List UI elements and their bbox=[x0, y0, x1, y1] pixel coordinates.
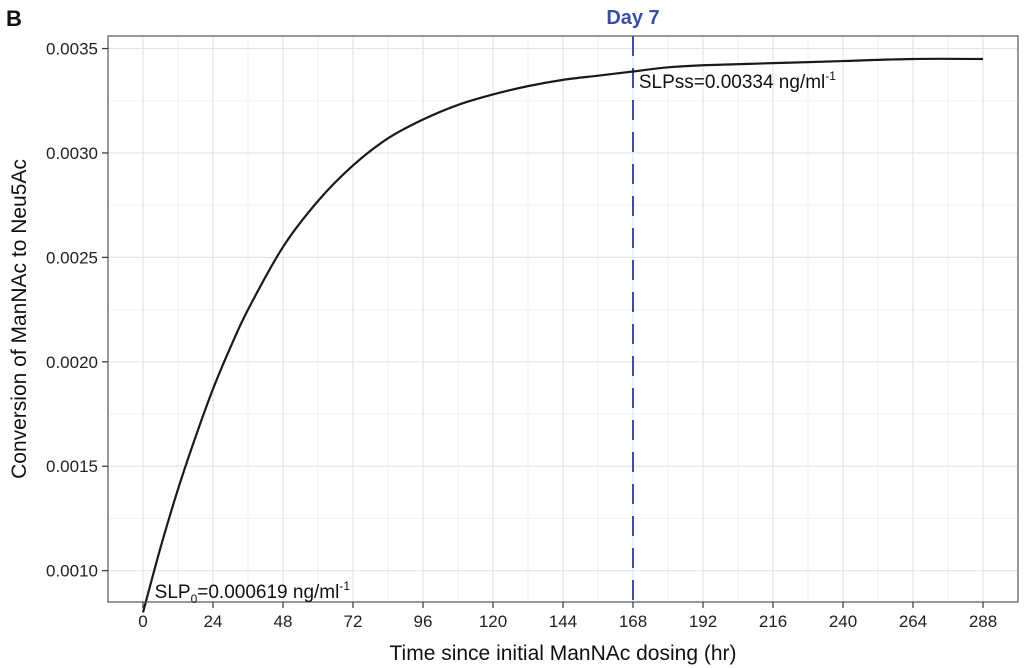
reference-line-label: Day 7 bbox=[606, 7, 659, 29]
y-tick-label: 0.0025 bbox=[46, 248, 98, 267]
x-tick-label: 288 bbox=[969, 612, 997, 631]
x-tick-label: 96 bbox=[414, 612, 433, 631]
annotation-slp0: SLP0=0.000619 ng/ml-1 bbox=[155, 579, 351, 606]
x-tick-label: 192 bbox=[689, 612, 717, 631]
x-tick-label: 264 bbox=[899, 612, 927, 631]
y-tick-label: 0.0020 bbox=[46, 353, 98, 372]
x-tick-label: 0 bbox=[138, 612, 147, 631]
x-tick-label: 120 bbox=[479, 612, 507, 631]
y-tick-label: 0.0035 bbox=[46, 40, 98, 59]
x-tick-label: 168 bbox=[619, 612, 647, 631]
x-tick-label: 216 bbox=[759, 612, 787, 631]
x-tick-label: 144 bbox=[549, 612, 577, 631]
x-tick-label: 240 bbox=[829, 612, 857, 631]
annotation-slpss: SLPss=0.00334 ng/ml-1 bbox=[639, 69, 836, 93]
x-tick-label: 48 bbox=[274, 612, 293, 631]
annotations: SLP0=0.000619 ng/ml-1 SLPss=0.00334 ng/ml… bbox=[155, 69, 837, 606]
y-axis: 0.0010 0.0015 0.0020 0.0025 0.0030 0.0035 bbox=[46, 40, 108, 581]
x-axis: 0 24 48 72 96 120 144 168 192 216 240 264 288 bbox=[138, 602, 997, 631]
x-tick-label: 24 bbox=[204, 612, 223, 631]
y-tick-label: 0.0010 bbox=[46, 562, 98, 581]
y-axis-title: Conversion of ManNAc to Neu5Ac bbox=[8, 159, 31, 479]
grid-major-lines bbox=[108, 36, 1018, 602]
y-tick-label: 0.0030 bbox=[46, 144, 98, 163]
y-tick-label: 0.0015 bbox=[46, 457, 98, 476]
x-axis-title: Time since initial ManNAc dosing (hr) bbox=[389, 642, 736, 665]
x-tick-label: 72 bbox=[344, 612, 363, 631]
